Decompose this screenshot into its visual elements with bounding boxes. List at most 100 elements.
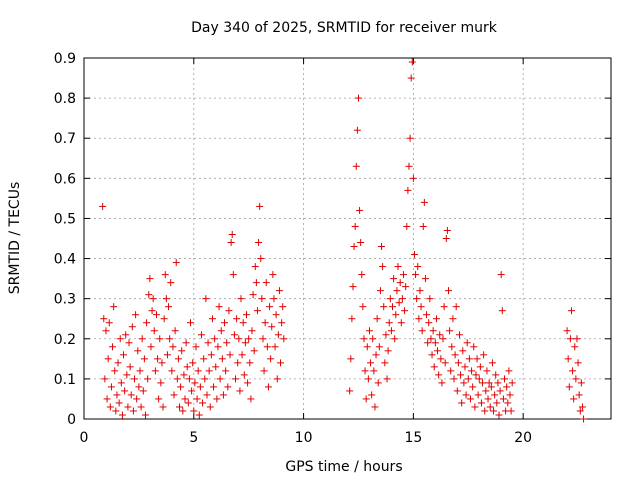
data-point bbox=[160, 315, 168, 323]
data-point bbox=[369, 335, 377, 343]
data-point bbox=[487, 383, 495, 391]
data-point bbox=[448, 343, 456, 351]
data-point bbox=[480, 351, 488, 359]
data-point bbox=[459, 347, 467, 355]
data-point bbox=[434, 347, 442, 355]
y-axis-label: SRMTID / TECUs bbox=[7, 182, 23, 295]
data-point bbox=[227, 239, 235, 247]
data-point bbox=[354, 94, 362, 102]
data-point bbox=[205, 367, 213, 375]
data-point bbox=[571, 343, 579, 351]
data-point bbox=[274, 331, 282, 339]
data-point bbox=[275, 287, 283, 295]
x-axis-label: GPS time / hours bbox=[285, 459, 402, 475]
data-point bbox=[215, 303, 223, 311]
x-tick-label: 15 bbox=[404, 430, 422, 446]
data-point bbox=[458, 399, 466, 407]
data-point bbox=[490, 407, 498, 415]
data-point bbox=[484, 395, 492, 403]
data-point bbox=[103, 395, 111, 403]
data-point bbox=[263, 343, 271, 351]
data-point bbox=[580, 415, 588, 423]
data-point bbox=[419, 222, 427, 230]
data-point bbox=[200, 355, 208, 363]
data-point bbox=[498, 307, 506, 315]
data-point bbox=[204, 339, 212, 347]
data-point bbox=[451, 351, 459, 359]
data-point bbox=[148, 307, 156, 315]
data-point bbox=[358, 271, 366, 279]
data-point bbox=[277, 359, 285, 367]
data-point bbox=[454, 359, 462, 367]
data-point bbox=[169, 343, 177, 351]
data-point bbox=[574, 359, 582, 367]
data-point bbox=[476, 363, 484, 371]
data-point bbox=[256, 202, 264, 210]
data-point bbox=[351, 222, 359, 230]
data-point bbox=[271, 343, 279, 351]
data-point bbox=[495, 411, 503, 419]
data-point bbox=[404, 186, 412, 194]
axis-ticks: 0 0.1 0.2 0.3 0.4 0.5 0.6 0.7 0.8 0.9 0 5 10 15 20 bbox=[54, 51, 611, 446]
data-point bbox=[573, 335, 581, 343]
data-point bbox=[156, 335, 164, 343]
data-point bbox=[348, 315, 356, 323]
data-point bbox=[203, 391, 211, 399]
data-point bbox=[469, 383, 477, 391]
data-point bbox=[370, 367, 378, 375]
data-point bbox=[206, 403, 214, 411]
data-point bbox=[436, 331, 444, 339]
x-tick-label: 20 bbox=[514, 430, 532, 446]
data-point bbox=[124, 403, 132, 411]
data-point bbox=[154, 355, 162, 363]
data-point bbox=[382, 331, 390, 339]
data-point bbox=[239, 319, 247, 327]
data-point bbox=[424, 339, 432, 347]
data-point bbox=[396, 279, 404, 287]
data-point bbox=[461, 363, 469, 371]
data-point bbox=[464, 375, 472, 383]
data-point bbox=[346, 387, 354, 395]
data-point bbox=[196, 383, 204, 391]
plot-frame bbox=[83, 57, 612, 420]
data-point bbox=[429, 327, 437, 335]
data-point bbox=[408, 58, 416, 66]
data-point bbox=[201, 375, 209, 383]
data-point bbox=[185, 375, 193, 383]
data-point bbox=[257, 255, 265, 263]
data-point bbox=[350, 243, 358, 251]
data-point bbox=[576, 407, 584, 415]
data-point bbox=[210, 383, 218, 391]
data-point bbox=[493, 399, 501, 407]
data-point bbox=[141, 411, 149, 419]
data-point bbox=[483, 367, 491, 375]
data-point bbox=[115, 399, 123, 407]
data-point bbox=[244, 379, 252, 387]
y-tick-label: 0.1 bbox=[54, 372, 76, 388]
data-point bbox=[475, 375, 483, 383]
data-point bbox=[197, 331, 205, 339]
data-point bbox=[272, 311, 280, 319]
data-point bbox=[110, 303, 118, 311]
data-point bbox=[248, 327, 256, 335]
data-point bbox=[564, 355, 572, 363]
data-point bbox=[129, 407, 137, 415]
data-point bbox=[363, 343, 371, 351]
data-point bbox=[381, 359, 389, 367]
y-tick-label: 0.6 bbox=[54, 171, 76, 187]
data-point bbox=[101, 375, 109, 383]
data-point bbox=[378, 243, 386, 251]
data-point bbox=[473, 355, 481, 363]
data-point bbox=[107, 383, 115, 391]
data-point bbox=[497, 271, 505, 279]
data-point bbox=[136, 367, 144, 375]
data-point bbox=[249, 291, 257, 299]
data-point bbox=[359, 303, 367, 311]
data-point bbox=[438, 379, 446, 387]
data-point bbox=[252, 279, 260, 287]
data-point bbox=[578, 403, 586, 411]
data-point bbox=[468, 367, 476, 375]
data-point bbox=[437, 355, 445, 363]
data-point bbox=[577, 379, 585, 387]
data-point bbox=[152, 311, 160, 319]
